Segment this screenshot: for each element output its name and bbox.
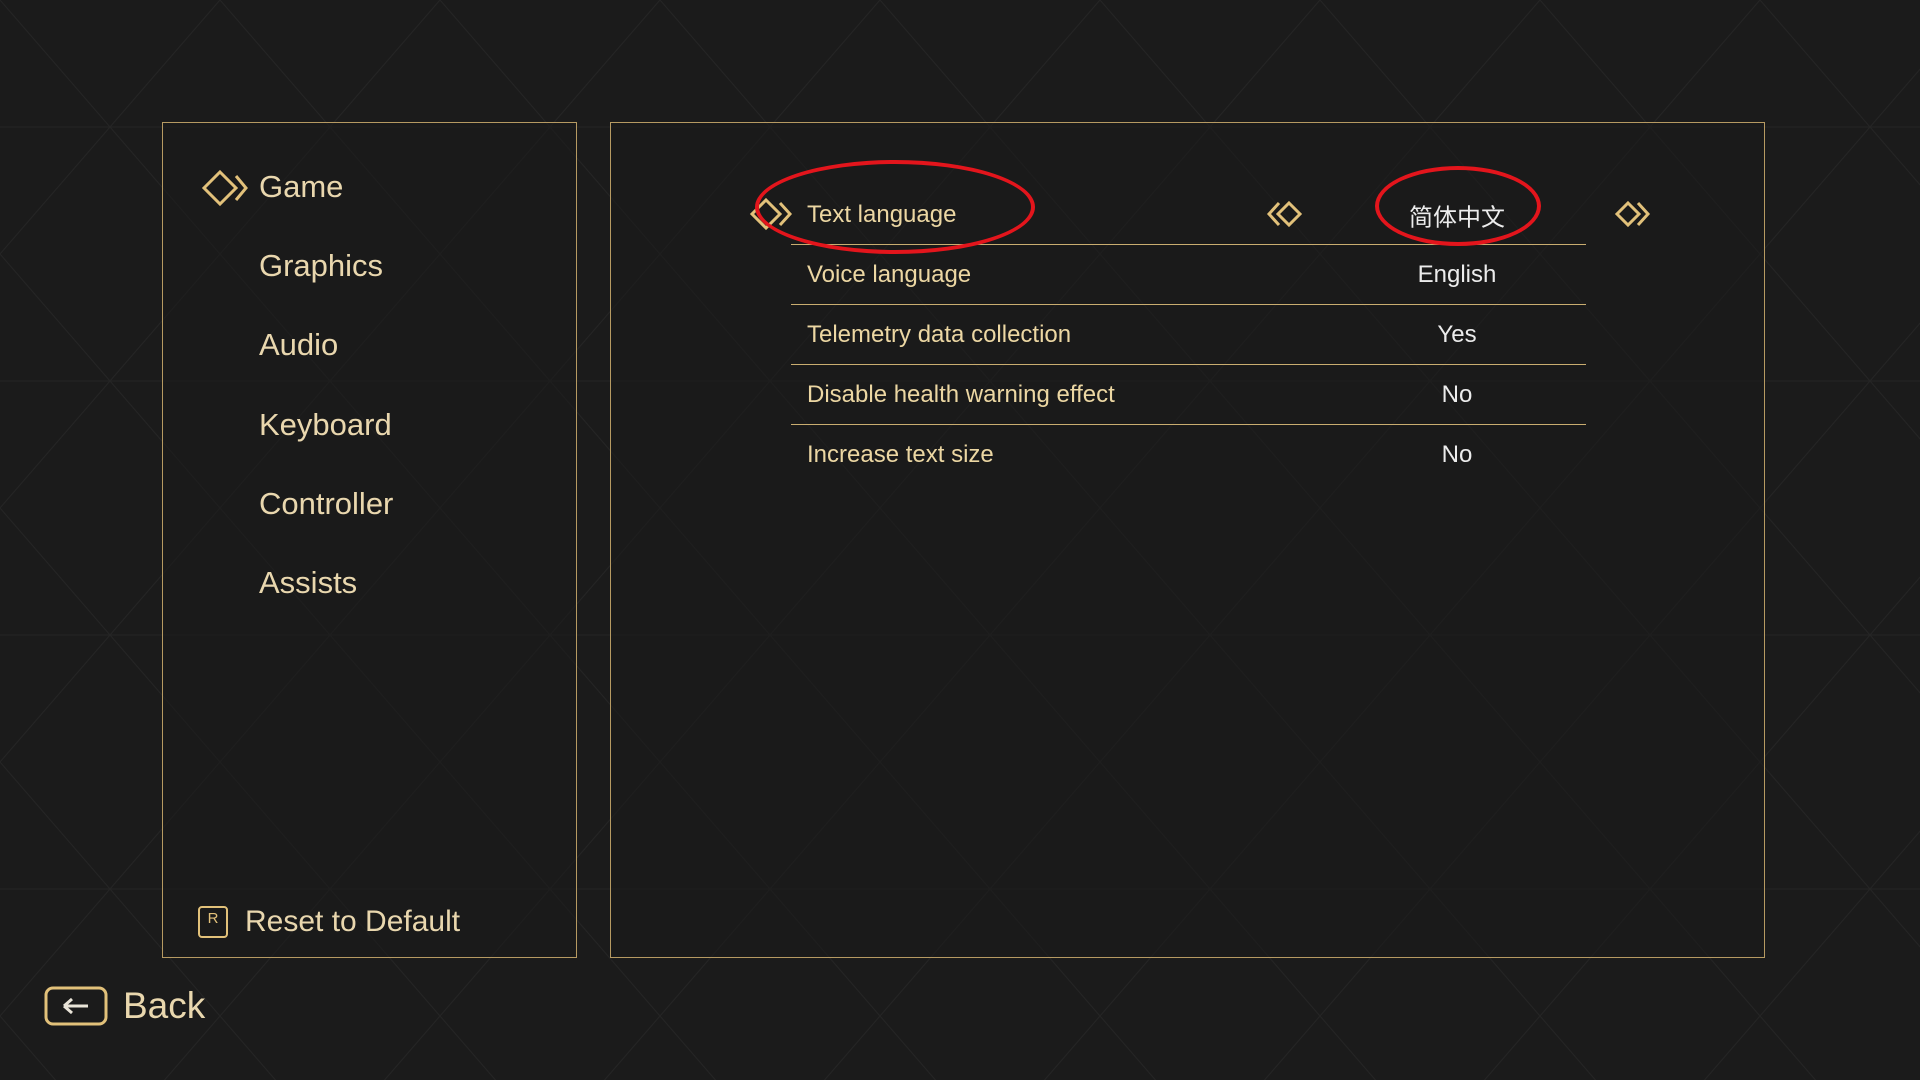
sidebar-item-game[interactable]: Game xyxy=(259,169,344,204)
back-label: Back xyxy=(123,985,206,1026)
reset-label: Reset to Default xyxy=(245,905,461,938)
setting-value: No xyxy=(1441,441,1473,468)
setting-row-voice-language[interactable]: Voice language English xyxy=(791,245,1586,305)
row-divider xyxy=(791,303,1586,305)
setting-value: English xyxy=(1417,261,1497,288)
setting-row-text-size[interactable]: Increase text size No xyxy=(791,425,1586,485)
settings-panel xyxy=(610,122,1765,958)
previous-value-arrow-icon[interactable] xyxy=(1265,200,1305,228)
sidebar-item-controller[interactable]: Controller xyxy=(259,486,394,521)
setting-label: Telemetry data collection xyxy=(807,321,1072,348)
sidebar-item-graphics[interactable]: Graphics xyxy=(259,248,384,283)
sidebar-item-audio[interactable]: Audio xyxy=(259,327,339,362)
setting-row-text-language[interactable]: Text language 简体中文 xyxy=(791,185,1586,245)
setting-label: Text language xyxy=(807,201,957,228)
setting-label: Voice language xyxy=(807,261,972,288)
setting-value: 简体中文 xyxy=(1409,204,1505,232)
sidebar-item-assists[interactable]: Assists xyxy=(259,565,358,600)
row-divider xyxy=(791,363,1586,365)
setting-label: Increase text size xyxy=(807,441,994,468)
row-selected-diamond-icon xyxy=(749,197,793,231)
setting-label: Disable health warning effect xyxy=(807,381,1115,408)
back-button[interactable]: Back xyxy=(44,985,205,1027)
category-panel xyxy=(162,122,577,958)
row-divider xyxy=(791,423,1586,425)
reset-to-default-button[interactable]: R Reset to Default xyxy=(198,905,460,939)
setting-value: Yes xyxy=(1437,321,1477,348)
setting-row-health-warning[interactable]: Disable health warning effect No xyxy=(791,365,1586,425)
setting-row-telemetry[interactable]: Telemetry data collection Yes xyxy=(791,305,1586,365)
sidebar-item-keyboard[interactable]: Keyboard xyxy=(259,407,392,442)
selected-diamond-icon xyxy=(201,169,248,207)
back-arrow-icon xyxy=(44,986,108,1026)
setting-value: No xyxy=(1441,381,1473,408)
r-key-icon: R xyxy=(198,906,228,938)
row-divider xyxy=(791,243,1586,245)
next-value-arrow-icon[interactable] xyxy=(1612,200,1652,228)
